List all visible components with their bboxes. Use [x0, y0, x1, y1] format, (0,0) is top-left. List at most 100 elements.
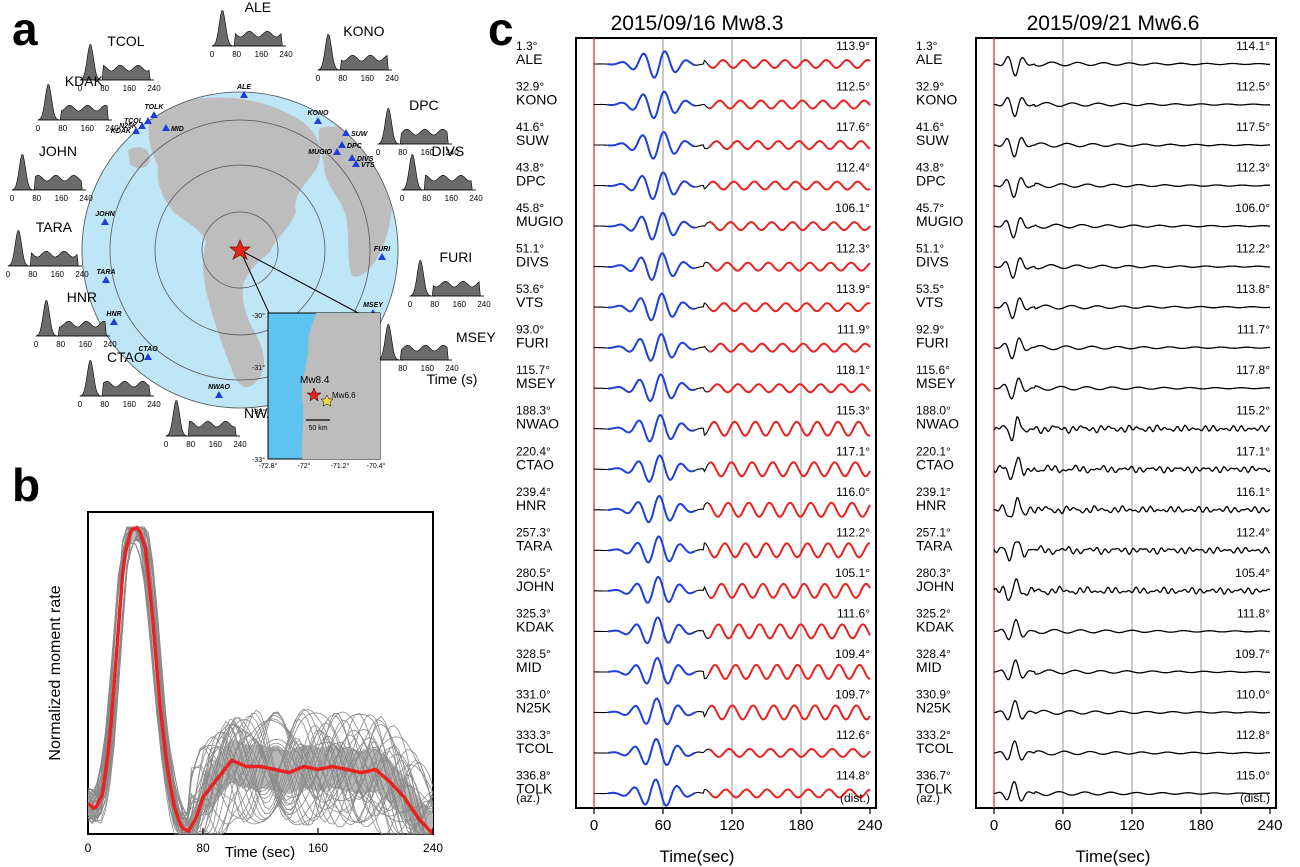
waveform-trace [993, 659, 1270, 681]
histogram-tick-label: 160 [453, 300, 467, 309]
svg-text:-72.8°: -72.8° [259, 462, 278, 470]
waveform-frame [975, 37, 1277, 809]
trace-station-name: MID [516, 659, 542, 675]
svg-text:-72°: -72° [298, 462, 311, 470]
trace-station-name: KONO [516, 92, 557, 108]
waveform-window-red [708, 542, 870, 559]
map-station-label: TARA [97, 269, 116, 276]
trace-azimuth: 333.2° [916, 728, 951, 742]
waveform-window-red [708, 461, 871, 478]
waveform-trace [694, 542, 710, 552]
inset-lon-ticks: -72.8° -72° -71.2° -70.4° [259, 462, 386, 470]
station-histogram: 0 80 160 240 HNR [34, 289, 117, 349]
waveform-trace [695, 221, 710, 229]
trace-distance: 106.1° [835, 201, 870, 215]
trace-azimuth: 220.1° [916, 444, 951, 458]
histogram-tick-label: 0 [376, 148, 381, 157]
histogram-tick-label: 0 [164, 440, 169, 449]
trace-azimuth: 239.4° [516, 485, 551, 499]
waveform-trace [993, 496, 1271, 518]
trace-station-name: N25K [516, 699, 552, 715]
trace-azimuth: 1.3° [516, 39, 538, 53]
station-triangle-icon [162, 124, 170, 131]
trace-distance: 112.5° [836, 80, 870, 94]
histogram-tick-label: 240 [445, 148, 459, 157]
trace-station-name: JOHN [916, 578, 954, 594]
left-x-axis-label: Time(sec) [660, 847, 735, 866]
trace-station-name: TARA [916, 537, 953, 553]
histogram-tick-label: 80 [100, 400, 109, 409]
waveform-window-red [708, 342, 871, 353]
waveform-window-blue [607, 737, 696, 767]
histogram-tick-label: 80 [232, 50, 241, 59]
histogram-tick-label: 240 [469, 194, 483, 203]
ensemble-line [87, 526, 434, 835]
histogram-shape [317, 33, 392, 71]
trace-distance: 112.5° [1236, 80, 1270, 94]
trace-station-name: CTAO [516, 456, 554, 472]
waveform-trace [694, 387, 710, 393]
waveform-window-red [708, 58, 871, 70]
trace-azimuth: 32.9° [516, 80, 544, 94]
histogram-shape [165, 399, 240, 437]
trace-station-name: FURI [516, 335, 549, 351]
waveform-window-blue [607, 292, 696, 322]
histogram-shape [377, 323, 452, 361]
map-station-label: HNR [106, 311, 121, 318]
histogram-tick-label: 80 [398, 148, 407, 157]
histogram-tick-label: 160 [421, 148, 435, 157]
station-histogram: 0 80 160 240 JOHN [10, 143, 93, 203]
histogram-tick-label: 0 [6, 270, 11, 279]
trace-distance: 112.2° [1236, 242, 1270, 256]
trace-station-name: DIVS [516, 254, 549, 270]
trace-station-name: NWAO [916, 416, 959, 432]
trace-distance: 110.0° [1236, 687, 1270, 701]
waveform-window-blue [607, 333, 696, 362]
map-station-label: FURI [374, 246, 391, 253]
trace-azimuth: 280.5° [516, 566, 551, 580]
station-histogram: 0 80 160 240 CTAO [78, 349, 161, 409]
station-triangle-icon [314, 117, 322, 124]
waveform-trace [695, 707, 710, 719]
ensemble-line [87, 542, 434, 835]
trace-distance: 118.1° [836, 363, 870, 377]
station-triangle-icon [144, 353, 152, 360]
trace-station-name: TCOL [916, 740, 954, 756]
trace-distance: 111.8° [1237, 606, 1270, 620]
histogram-tick-label: 240 [105, 124, 119, 133]
trace-azimuth: 328.4° [916, 647, 951, 661]
waveform-trace [993, 781, 1271, 802]
waveform-trace [993, 541, 1271, 562]
station-triangle-icon [144, 117, 152, 124]
trace-distance: 116.0° [836, 485, 870, 499]
station-triangle-icon [240, 91, 248, 98]
x-tick-label: 240 [857, 817, 882, 834]
trace-azimuth: 1.3° [916, 39, 938, 53]
svg-text:-32°: -32° [252, 408, 265, 416]
trace-azimuth: 188.0° [916, 404, 951, 418]
waveform-trace [993, 136, 1271, 158]
inset-aftershock-label: Mw6.6 [332, 391, 356, 400]
trace-azimuth: 51.1° [516, 242, 544, 256]
trace-distance: 112.2° [836, 525, 870, 539]
right-panel-title: 2015/09/21 Mw6.6 [1027, 12, 1200, 35]
svg-text:-71.2°: -71.2° [331, 462, 350, 470]
waveform-window-red [708, 747, 871, 758]
trace-distance: 115.3° [836, 404, 870, 418]
trace-distance: 114.8° [836, 768, 870, 782]
waveform-trace [695, 630, 710, 639]
mainshock-star-icon [306, 387, 322, 402]
right-x-axis-label: Time(sec) [1076, 847, 1151, 866]
trace-azimuth: 325.2° [916, 606, 951, 620]
mean-moment-rate-line [86, 525, 435, 836]
map-station-label: CTAO [138, 346, 158, 353]
histogram-station-name: JOHN [39, 143, 77, 159]
histogram-station-name: DIVS [432, 143, 465, 159]
trace-station-name: MID [916, 659, 942, 675]
histogram-station-name: ALE [245, 0, 271, 15]
trace-azimuth: 53.5° [916, 282, 944, 296]
histogram-tick-label: 240 [147, 84, 161, 93]
histogram-station-name: CTAO [107, 349, 145, 365]
x-tick-label: 240 [1257, 817, 1282, 834]
